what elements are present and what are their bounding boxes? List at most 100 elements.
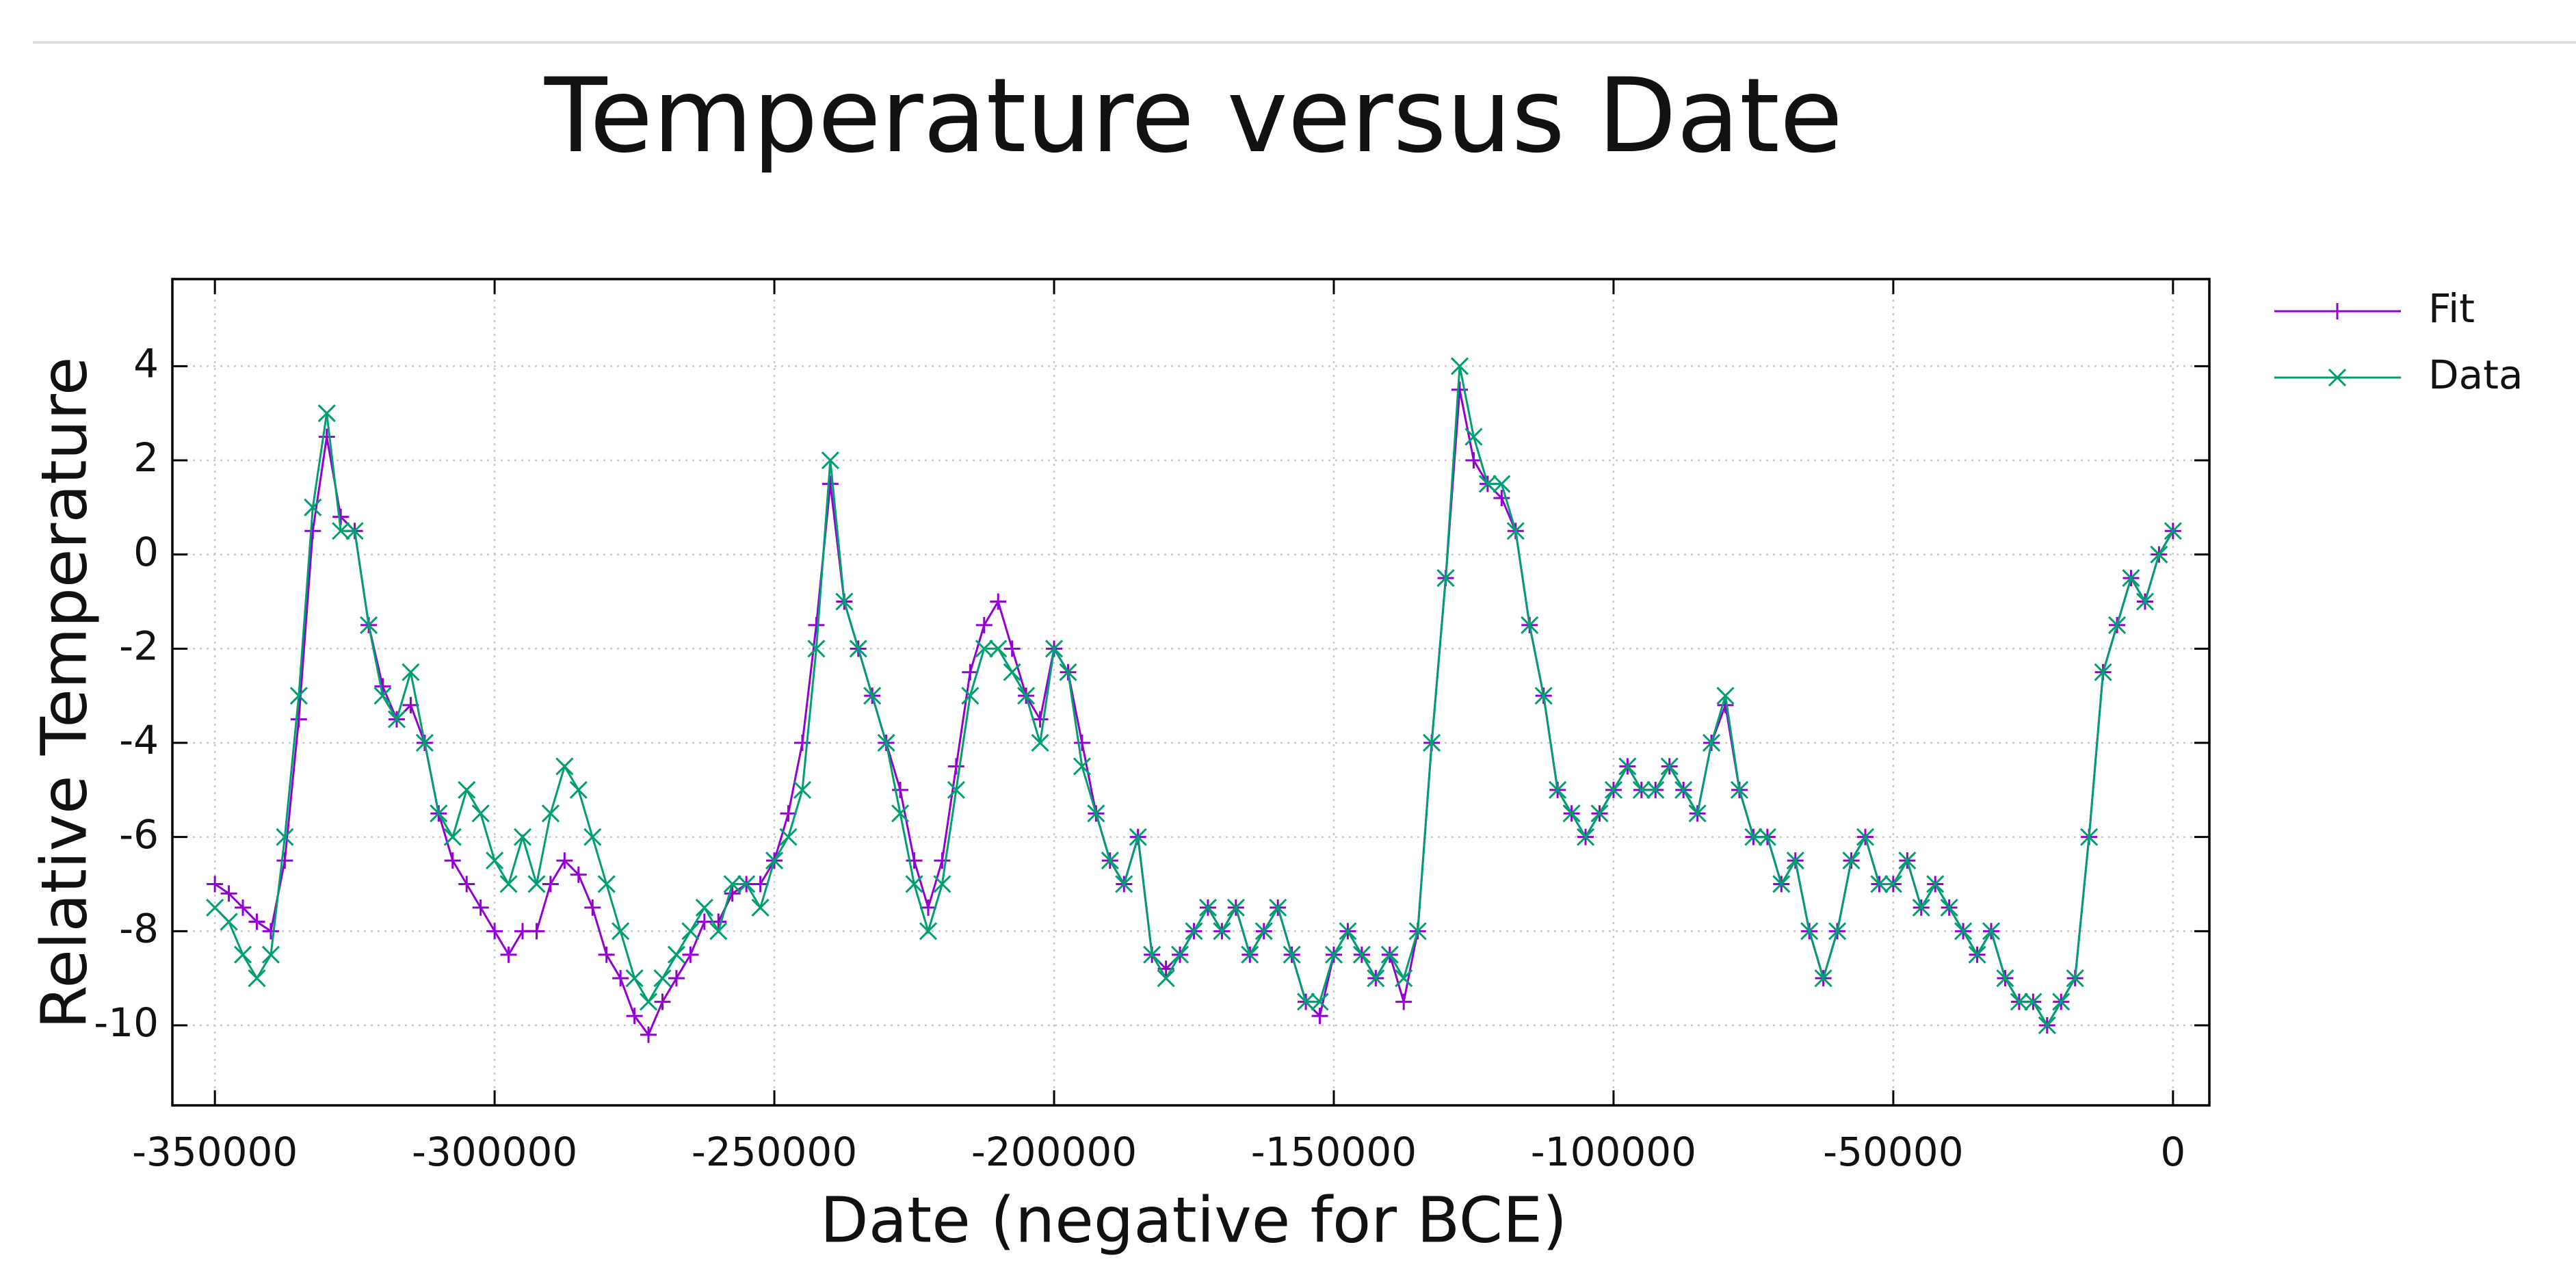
point — [528, 923, 545, 940]
point — [1590, 804, 1609, 823]
point — [569, 780, 588, 799]
point — [1646, 780, 1665, 799]
point — [289, 687, 308, 705]
point — [1129, 828, 1147, 846]
point — [570, 866, 587, 883]
point — [682, 946, 699, 963]
point — [667, 945, 685, 964]
point — [373, 687, 392, 705]
point — [1311, 1008, 1328, 1025]
point — [597, 875, 616, 893]
point — [513, 828, 532, 846]
point — [1436, 569, 1455, 588]
point — [1170, 945, 1190, 964]
point — [1912, 898, 1930, 917]
point — [1940, 898, 1958, 917]
point — [625, 969, 644, 988]
point — [1758, 828, 1776, 846]
point — [653, 969, 672, 988]
point — [990, 593, 1007, 610]
y-tick-label: -8 — [119, 905, 159, 951]
point — [1283, 945, 1301, 964]
point — [1660, 757, 1679, 776]
point — [542, 876, 559, 893]
point — [1031, 711, 1049, 728]
point — [206, 898, 224, 917]
point — [1982, 922, 2001, 941]
point — [1884, 875, 1902, 893]
point — [1493, 475, 1511, 493]
point — [2024, 993, 2042, 1011]
x-tick-label: -300000 — [412, 1129, 577, 1175]
point — [248, 969, 266, 988]
point — [849, 640, 867, 658]
point — [780, 805, 797, 822]
point — [1408, 922, 1427, 941]
point — [1618, 757, 1637, 776]
point — [793, 780, 812, 799]
point — [919, 922, 938, 941]
point — [1772, 875, 1791, 893]
point — [583, 828, 602, 846]
point — [765, 852, 784, 870]
point — [1464, 428, 1483, 446]
point — [962, 663, 979, 681]
point — [1856, 828, 1875, 846]
point — [1339, 922, 1357, 941]
point — [458, 780, 476, 799]
point — [2122, 569, 2140, 588]
point — [1465, 452, 1482, 469]
point — [1521, 616, 1539, 634]
point — [360, 616, 378, 634]
point — [947, 780, 965, 799]
point — [1269, 898, 1287, 917]
point — [1800, 922, 1819, 941]
point — [1534, 687, 1553, 705]
point — [1423, 733, 1441, 752]
point — [207, 876, 224, 893]
legend-marker — [2328, 368, 2347, 387]
point — [1059, 663, 1077, 681]
point — [345, 522, 364, 540]
point — [430, 804, 448, 823]
plot-frame — [171, 278, 2211, 1107]
point — [751, 898, 770, 917]
point — [598, 946, 615, 963]
point — [961, 687, 980, 705]
point — [262, 923, 279, 940]
point — [1198, 898, 1218, 917]
point — [2080, 828, 2099, 846]
point — [443, 828, 462, 846]
point — [458, 876, 475, 893]
point — [1842, 852, 1861, 870]
point — [304, 498, 322, 516]
point — [1031, 733, 1049, 752]
x-tick-label: -350000 — [132, 1129, 298, 1175]
point — [709, 922, 728, 941]
point — [1213, 922, 1231, 941]
point — [1968, 945, 1986, 964]
point — [233, 945, 252, 964]
point — [387, 710, 406, 728]
point — [1352, 945, 1371, 964]
legend-label: Fit — [2428, 285, 2475, 332]
point — [989, 640, 1008, 658]
point — [1674, 780, 1693, 799]
point — [1702, 733, 1721, 752]
point — [1730, 780, 1749, 799]
point — [541, 804, 560, 823]
point — [332, 522, 350, 540]
legend-marker — [2329, 303, 2345, 319]
point — [318, 428, 335, 445]
point — [1576, 828, 1595, 846]
point — [317, 404, 336, 423]
point — [934, 852, 951, 869]
point — [681, 922, 700, 941]
point — [1185, 922, 1203, 941]
point — [290, 711, 307, 728]
point — [822, 475, 839, 492]
point — [514, 923, 531, 940]
point — [444, 852, 461, 869]
point — [695, 898, 713, 917]
